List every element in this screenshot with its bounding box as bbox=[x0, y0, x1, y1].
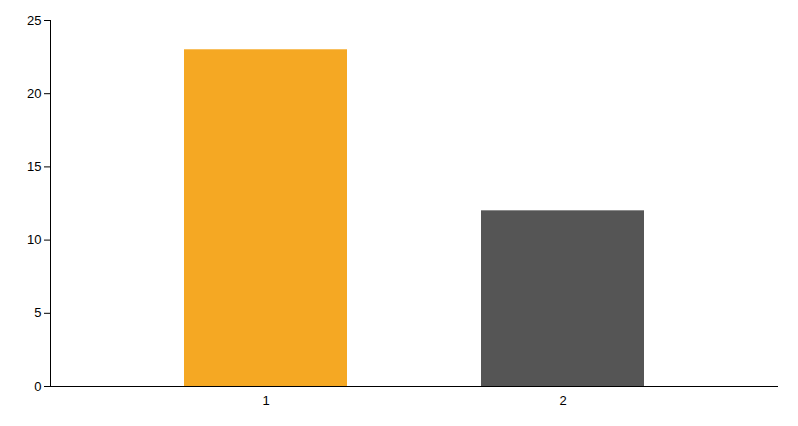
svg-text:25: 25 bbox=[27, 13, 41, 28]
svg-text:1: 1 bbox=[262, 393, 269, 408]
svg-text:15: 15 bbox=[27, 159, 41, 174]
svg-text:10: 10 bbox=[27, 232, 41, 247]
svg-text:5: 5 bbox=[34, 305, 41, 320]
svg-text:2: 2 bbox=[559, 393, 566, 408]
svg-text:0: 0 bbox=[34, 379, 41, 394]
svg-text:20: 20 bbox=[27, 86, 41, 101]
